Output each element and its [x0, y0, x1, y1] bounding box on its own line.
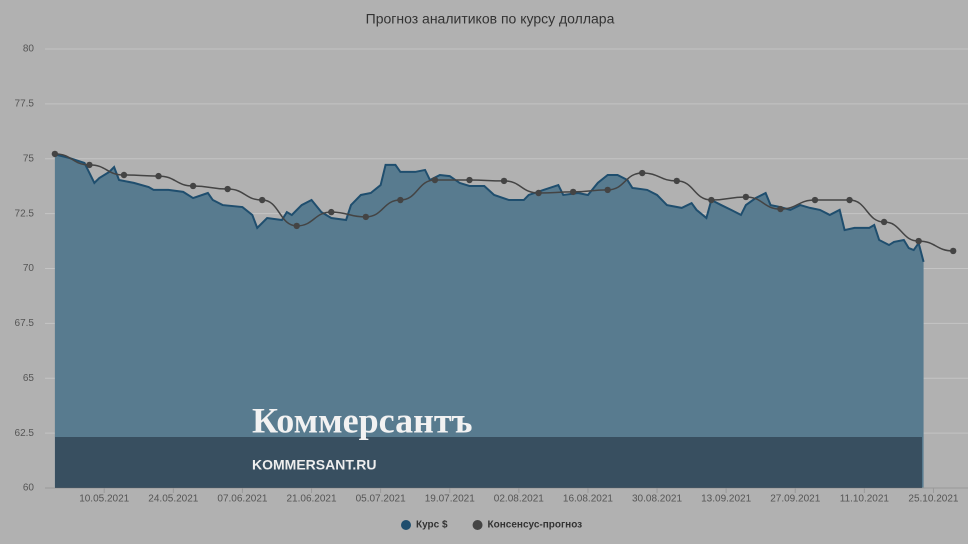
consensus-point	[880, 218, 888, 226]
consensus-point	[500, 177, 508, 185]
consensus-point	[431, 176, 439, 184]
consensus-point	[51, 150, 59, 158]
x-tick-label: 24.05.2021	[148, 494, 198, 505]
y-tick-label: 65	[23, 373, 35, 384]
y-tick-label: 77.5	[15, 99, 35, 110]
x-tick-label: 13.09.2021	[701, 494, 751, 505]
consensus-point	[846, 196, 853, 204]
x-tick-label: 10.05.2021	[79, 494, 129, 505]
consensus-point	[397, 196, 404, 204]
legend: Курс $ Консенсус-прогноз	[401, 520, 582, 531]
consensus-point	[604, 186, 611, 194]
x-tick-label: 11.10.2021	[840, 494, 890, 505]
y-tick-label: 72.5	[15, 208, 35, 219]
axes: 60 62.5 65 67.5 70 72.5 75 77.5 80 10.05.2021 24.0…	[15, 44, 968, 505]
consensus-point	[258, 196, 266, 204]
plot	[51, 150, 957, 489]
area	[54, 154, 924, 489]
x-tick-label: 19.07.2021	[425, 494, 475, 505]
x-tick-label: 21.06.2021	[287, 494, 337, 505]
consensus-point	[777, 205, 784, 213]
watermark-band	[55, 437, 922, 488]
y-tick-label: 70	[23, 263, 35, 274]
consensus-point	[569, 188, 577, 196]
y-tick-label: 80	[23, 44, 35, 55]
consensus-point	[466, 176, 473, 184]
watermark-logo: Коммерсантъ	[252, 400, 473, 440]
consensus-point	[189, 182, 197, 190]
chart-title: Прогноз аналитиков по курсу доллара	[366, 11, 615, 27]
consensus-point	[328, 208, 335, 216]
consensus-point	[362, 213, 370, 221]
consensus-point	[535, 189, 542, 197]
legend-marker	[472, 520, 483, 530]
consensus-point	[811, 196, 819, 204]
x-tick-label: 02.08.2021	[494, 494, 544, 505]
legend-marker	[401, 520, 411, 530]
consensus-point	[915, 237, 922, 245]
legend-label: Консенсус-прогноз	[488, 520, 583, 531]
x-tick-label: 07.06.2021	[217, 494, 267, 505]
consensus-point	[708, 196, 715, 204]
x-tick-label: 25.10.2021	[908, 494, 958, 505]
x-tick-label: 30.08.2021	[632, 494, 682, 505]
consensus-point	[86, 161, 93, 169]
consensus-point	[224, 185, 231, 193]
y-tick-label: 60	[23, 483, 35, 494]
legend-label: Курс $	[416, 520, 448, 531]
consensus-point	[673, 177, 680, 185]
y-tick-label: 62.5	[15, 428, 35, 439]
y-tick-label: 75	[23, 153, 35, 164]
consensus-point	[155, 172, 162, 180]
area-line	[54, 153, 925, 263]
x-tick-label: 27.09.2021	[770, 494, 820, 505]
x-tick-label: 05.07.2021	[356, 494, 406, 505]
consensus-point	[949, 247, 957, 255]
consensus-point	[742, 193, 750, 201]
consensus-point	[120, 171, 128, 179]
consensus-point	[639, 169, 646, 177]
watermark-url: KOMMERSANT.RU	[252, 457, 376, 473]
y-tick-label: 67.5	[15, 318, 35, 329]
consensus-point	[293, 222, 300, 230]
x-tick-label: 16.08.2021	[563, 494, 613, 505]
